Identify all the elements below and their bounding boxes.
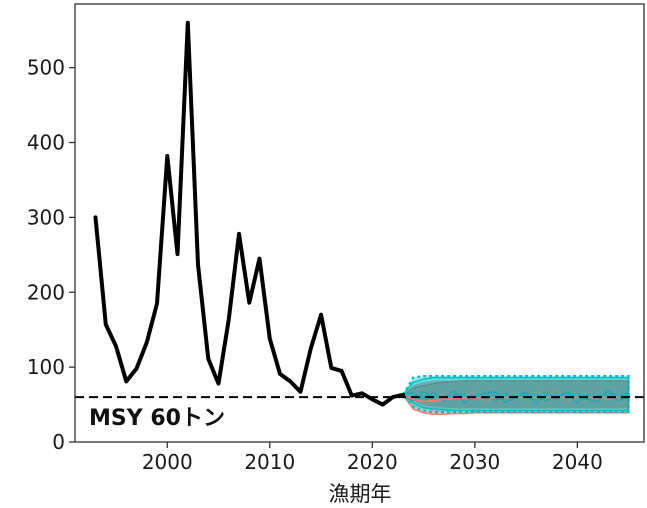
plot-frame [74,3,645,443]
x-tick-label: 2040 [552,450,603,474]
projection-band-1 [402,376,630,412]
observed-line [93,20,406,407]
projection-band-overlap [403,380,629,409]
x-tick-label: 2010 [244,450,295,474]
msy-label: MSY 60トン [89,406,225,431]
x-tick-label: 2020 [347,450,398,474]
observed-series [93,20,406,407]
y-tick-label: 200 [27,280,65,304]
y-tick-label: 300 [27,205,65,229]
y-tick-label: 500 [27,56,65,80]
y-tick-label: 400 [27,131,65,155]
plot-background [75,4,644,442]
x-tick-label: 2000 [142,450,193,474]
x-tick-label: 2030 [449,450,500,474]
x-axis-title: 漁期年 [329,482,392,506]
y-tick-label: 100 [27,355,65,379]
axes: 0 100 200 300 400 500 2000 2010 2020 2030 2040 [27,56,603,474]
y-tick-label: 0 [52,430,65,454]
